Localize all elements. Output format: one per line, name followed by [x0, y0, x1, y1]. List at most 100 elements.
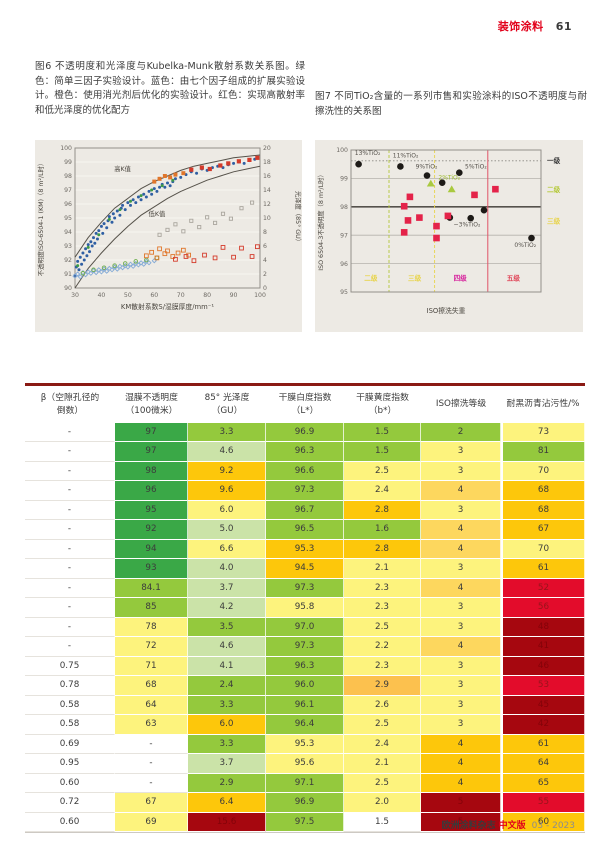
table-cell: 96.7 — [266, 500, 344, 520]
table-cell: 1.5 — [344, 442, 421, 462]
table-cell: 72 — [115, 637, 188, 657]
table-cell: 4 — [421, 520, 501, 540]
table-cell: 2.1 — [344, 754, 421, 774]
chart-text: 二级 — [364, 274, 378, 283]
table-cell: 70 — [501, 539, 585, 559]
chart-text: 97 — [340, 232, 348, 239]
table-cell: 4 — [421, 481, 501, 501]
table-cell: 1.5 — [344, 422, 421, 442]
page-number: 61 — [555, 20, 572, 33]
table-cell: 3 — [421, 676, 501, 696]
table-cell: 3 — [421, 695, 501, 715]
chart-text: 92 — [64, 257, 72, 264]
chart-text: 二级 — [547, 185, 561, 194]
table-header-cell: 干膜黄度指数 （b*） — [356, 393, 409, 416]
table-cell: - — [25, 578, 115, 598]
table-cell: 3 — [421, 461, 501, 481]
table-cell: 41 — [501, 637, 585, 657]
chart-text: 50 — [124, 292, 132, 299]
table-cell: 5 — [421, 793, 501, 813]
chart-text: 60 — [150, 292, 158, 299]
figure6-caption: 图6 不透明度和光泽度与Kubelka-Munk散射系数关系图。绿色：简单三因子… — [35, 61, 305, 117]
table-cell: 6.0 — [188, 715, 266, 735]
table-cell: 0.75 — [25, 656, 115, 676]
table-cell: 97.5 — [266, 812, 344, 832]
table-row: 0.60 69 15.6 97.5 1.5 5 60 — [25, 812, 585, 832]
table-cell: 9.6 — [188, 481, 266, 501]
table-row: 0.58 63 6.0 96.4 2.5 3 42 — [25, 715, 585, 735]
table-cell: 5.0 — [188, 520, 266, 540]
chart-text: 96 — [340, 261, 348, 268]
table-cell: 68 — [501, 481, 585, 501]
series-green-opacity — [76, 178, 175, 268]
chart-text: 100 — [254, 292, 266, 299]
table-row: -98 9.2 96.6 2.5 3 70 — [25, 461, 585, 481]
section-title: 装饰涂料 — [497, 20, 544, 33]
table-cell: 96.6 — [266, 461, 344, 481]
table-cell: 96.1 — [266, 695, 344, 715]
footer-journal-name: 欧洲涂料杂志 — [441, 821, 496, 831]
table-cell: 3.5 — [188, 617, 266, 637]
chart-text: ISO擦洗失重 — [427, 306, 466, 315]
table-cell: 4 — [421, 578, 501, 598]
table-cell: 0.72 — [25, 793, 115, 813]
chart-text: 三级 — [547, 216, 561, 225]
table-cell: 97.3 — [266, 637, 344, 657]
table-cell: 53 — [501, 676, 585, 696]
table-row: -84.1 3.7 97.3 2.3 4 52 — [25, 578, 585, 598]
page-header: 装饰涂料 61 — [498, 18, 572, 34]
results-table: β（空隙孔径的 倒数） 湿膜不透明度 （100微米） 85° 光泽度 （GU） 干膜白度指数… — [25, 383, 585, 833]
table-cell: 2.4 — [344, 481, 421, 501]
table-cell: - — [25, 442, 115, 462]
table-cell: 2.5 — [344, 461, 421, 481]
table-row: -92 5.0 96.5 1.6 4 67 — [25, 520, 585, 540]
table-row: -78 3.5 97.0 2.5 3 48 — [25, 617, 585, 637]
table-cell: 85 — [115, 598, 188, 618]
table-cell: 96 — [115, 481, 188, 501]
table-cell: 65 — [501, 773, 585, 793]
table-cell: 97 — [115, 422, 188, 442]
table-cell: 3.3 — [188, 695, 266, 715]
table-cell: 6.4 — [188, 793, 266, 813]
chart-text: 14 — [263, 187, 271, 194]
table-cell: 61 — [501, 559, 585, 579]
table-header-cell: 耐黑沥青沾污性/% — [506, 399, 580, 410]
table-cell: 2.3 — [344, 578, 421, 598]
table-cell: 95.8 — [266, 598, 344, 618]
chart-text: 0 — [263, 285, 267, 292]
table-cell: 2.4 — [344, 734, 421, 754]
table-cell: 97.0 — [266, 617, 344, 637]
series-orange-opacity — [152, 171, 186, 184]
chart-text: 90 — [64, 285, 72, 292]
chart-text: 93 — [64, 243, 72, 250]
table-cell: 97.1 — [266, 773, 344, 793]
table-header-cell: 85° 光泽度 （GU） — [204, 393, 250, 416]
chart-text: 13%TiO₂ — [355, 150, 381, 157]
table-row: -93 4.0 94.5 2.1 3 61 — [25, 559, 585, 579]
chart-text: 高K值 — [114, 164, 131, 173]
table-cell: 1.6 — [344, 520, 421, 540]
table-cell: 70 — [501, 461, 585, 481]
table-cell: 3.3 — [188, 734, 266, 754]
chart-text: 一级 — [547, 156, 561, 165]
table-cell: 96.0 — [266, 676, 344, 696]
table-row: -94 6.6 95.3 2.8 4 70 — [25, 539, 585, 559]
table-cell: 5 — [421, 812, 501, 832]
table-row: 0.69-3.3 95.3 2.4 4 61 — [25, 734, 585, 754]
table-cell: 3.7 — [188, 754, 266, 774]
chart-text: 16 — [263, 173, 271, 180]
table-row: -97 4.6 96.3 1.5 3 81 — [25, 442, 585, 462]
table-cell: 64 — [501, 754, 585, 774]
chart-text: 不透明度ISO-6504-1 (KM)（8 m²/L时） — [36, 160, 45, 276]
table-row: -85 4.2 95.8 2.3 3 56 — [25, 598, 585, 618]
table-cell: 3 — [421, 715, 501, 735]
table-cell: - — [115, 754, 188, 774]
table-cell: 94.5 — [266, 559, 344, 579]
table-cell: 2.0 — [344, 793, 421, 813]
table-cell: 4.6 — [188, 637, 266, 657]
table-cell: 97 — [115, 442, 188, 462]
series-gray-gloss — [157, 200, 255, 237]
series-green-triangles — [426, 179, 456, 193]
table-cell: - — [25, 559, 115, 579]
table-cell: 4.0 — [188, 559, 266, 579]
